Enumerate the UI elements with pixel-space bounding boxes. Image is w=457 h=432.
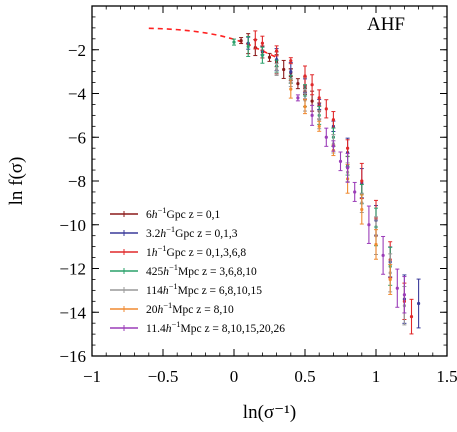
data-point [253, 38, 257, 42]
data-point [296, 96, 300, 100]
y-tick-label: −4 [68, 85, 87, 104]
data-point [409, 315, 414, 319]
x-tick-label: −1 [83, 367, 101, 386]
data-point [353, 190, 357, 194]
y-tick-label: −16 [59, 347, 86, 366]
legend-entry-label: 114h−1Mpc z = 6,8,10,15 [146, 281, 262, 297]
data-point [324, 107, 328, 111]
data-point [310, 83, 314, 87]
data-point [417, 301, 421, 306]
data-point [310, 113, 314, 117]
data-point [346, 146, 350, 150]
y-tick-label: −2 [68, 41, 86, 60]
legend-entry-label: 11.4h−1Mpc z = 8,10,15,20,26 [146, 319, 285, 335]
data-point [388, 277, 392, 282]
data-point [260, 41, 264, 45]
x-axis-label: ln(σ⁻¹) [243, 402, 296, 423]
data-point [360, 179, 364, 183]
data-point [324, 135, 328, 139]
legend-entry-label: 3.2h−1Gpc z = 0,1,3 [146, 224, 238, 240]
x-tick-label: 0 [230, 367, 239, 386]
fit-curve [148, 27, 277, 59]
x-tick-label: 0.5 [294, 367, 315, 386]
data-point [246, 44, 250, 49]
legend-entry-label: 425h−1Mpc z = 3,6,8,10 [146, 262, 257, 278]
data-point [338, 159, 343, 163]
x-tick-label: 1.5 [436, 367, 457, 386]
data-point [395, 286, 399, 290]
plot-marks [148, 27, 421, 335]
data-point [374, 242, 378, 247]
data-point [303, 105, 307, 109]
y-tick-label: −10 [59, 216, 86, 235]
data-point [296, 82, 300, 86]
data-point [267, 55, 272, 60]
data-point [232, 40, 236, 44]
chart-annotation: AHF [367, 14, 405, 35]
data-point [381, 253, 385, 257]
data-point [289, 70, 293, 74]
data-point [275, 67, 279, 72]
data-point [317, 118, 321, 122]
data-point [289, 59, 293, 63]
legend-entry-label: 6h−1Gpc z = 0,1 [146, 205, 221, 221]
legend-entry-label: 20h−1Mpc z = 8,10 [146, 300, 234, 316]
legend-entry-label: 1h−1Gpc z = 0,1,3,6,8 [146, 243, 246, 259]
data-point [282, 67, 286, 72]
data-point [402, 293, 406, 297]
data-point [289, 87, 293, 91]
data-point [331, 144, 335, 148]
y-tick-label: −8 [68, 172, 86, 191]
x-tick-label: 1 [372, 367, 381, 386]
data-point [346, 166, 350, 170]
x-tick-label: −0.5 [148, 367, 179, 386]
data-point [317, 96, 321, 100]
legend: 6h−1Gpc z = 0,1 3.2h−1Gpc z = 0,1,3 1h−1Gp… [110, 205, 285, 335]
data-point [239, 38, 243, 43]
data-point [275, 49, 279, 53]
data-point [303, 74, 307, 78]
data-point [360, 207, 364, 212]
data-point [310, 99, 314, 103]
data-point [331, 118, 335, 122]
y-tick-label: −14 [59, 303, 86, 322]
y-tick-label: −6 [68, 128, 86, 147]
data-point [260, 53, 264, 57]
axes: −1 −0.5 0 0.5 1 1.5 −16 −14 −12 −10 −8 −6 −4 −2 ln(σ⁻¹… [6, 5, 457, 423]
data-point [317, 124, 321, 128]
y-axis-label: ln f(σ) [6, 157, 27, 206]
data-point [367, 223, 371, 227]
y-tick-label: −12 [59, 260, 86, 279]
